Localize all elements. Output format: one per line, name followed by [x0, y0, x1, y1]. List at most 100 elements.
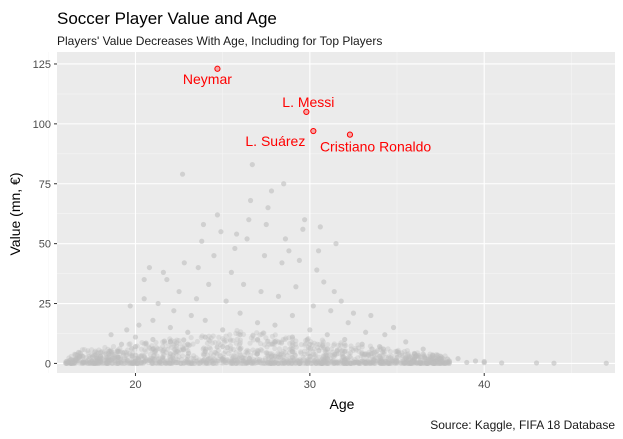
data-point	[276, 346, 283, 352]
data-point	[79, 359, 85, 365]
data-point	[233, 360, 240, 366]
data-point	[312, 359, 318, 365]
data-point	[371, 358, 377, 364]
data-point	[170, 355, 176, 361]
data-point	[68, 357, 74, 363]
data-point	[125, 360, 131, 366]
data-point	[218, 360, 225, 366]
data-point	[384, 360, 390, 366]
data-point	[233, 360, 239, 367]
data-point	[392, 359, 398, 366]
data-point	[92, 360, 98, 367]
data-point	[402, 351, 408, 358]
data-point	[418, 360, 424, 366]
data-point	[434, 356, 440, 362]
data-point	[160, 269, 166, 275]
data-point	[384, 358, 390, 365]
data-point	[371, 357, 377, 363]
data-point	[431, 360, 437, 367]
data-point	[410, 360, 416, 366]
data-point	[76, 354, 83, 360]
data-point	[417, 359, 424, 365]
data-point	[139, 360, 145, 366]
data-point	[339, 348, 345, 354]
data-point	[400, 358, 406, 364]
data-point	[158, 360, 164, 367]
data-point	[98, 349, 104, 355]
data-point	[185, 360, 191, 366]
data-point	[323, 360, 329, 367]
data-point	[134, 355, 140, 362]
data-point	[164, 276, 170, 283]
data-point	[368, 351, 374, 357]
data-point	[89, 360, 95, 366]
data-point	[412, 353, 418, 360]
y-axis-title: Value (mn, €)	[7, 173, 23, 256]
data-point	[234, 231, 240, 237]
data-point	[348, 346, 354, 352]
data-point	[305, 335, 311, 342]
data-point	[140, 360, 146, 366]
data-point	[320, 353, 327, 359]
data-point	[181, 337, 187, 343]
data-point	[430, 357, 436, 364]
data-point	[311, 351, 317, 357]
data-point	[112, 360, 119, 366]
data-point	[98, 360, 104, 366]
data-point	[430, 352, 436, 358]
data-point	[107, 360, 113, 366]
data-point	[402, 355, 409, 361]
data-point	[319, 360, 325, 366]
data-point	[321, 360, 328, 366]
data-point	[215, 356, 221, 362]
data-point	[344, 357, 351, 364]
data-point	[337, 360, 344, 367]
data-point	[421, 354, 428, 361]
data-point	[143, 358, 149, 364]
data-point	[436, 359, 442, 365]
data-point	[352, 359, 358, 365]
data-point	[337, 346, 343, 352]
data-point	[419, 360, 425, 366]
data-point	[334, 360, 340, 366]
data-point	[394, 354, 400, 361]
data-point	[380, 348, 386, 354]
data-point	[342, 357, 348, 363]
data-point	[114, 353, 120, 359]
data-point	[234, 358, 240, 364]
data-point	[313, 356, 319, 362]
data-point	[81, 360, 88, 366]
data-point	[206, 344, 212, 351]
data-point	[102, 356, 108, 362]
data-point	[331, 360, 337, 367]
data-point	[134, 360, 140, 366]
data-point	[229, 357, 235, 363]
data-point	[380, 349, 386, 355]
data-point	[315, 358, 321, 364]
data-point	[167, 354, 173, 360]
data-point	[214, 212, 221, 218]
data-point	[98, 358, 104, 365]
data-point	[435, 352, 441, 358]
data-point	[227, 332, 233, 338]
data-point	[107, 352, 113, 358]
data-point	[276, 354, 282, 360]
data-point	[374, 358, 381, 364]
data-point	[72, 351, 79, 358]
data-point	[403, 359, 409, 365]
data-point	[132, 360, 138, 366]
data-point	[257, 332, 263, 338]
data-point	[277, 359, 283, 365]
data-point	[115, 348, 121, 355]
data-point	[417, 354, 423, 360]
data-point	[77, 354, 83, 360]
data-point	[356, 360, 362, 366]
data-point	[271, 341, 277, 347]
data-point	[373, 349, 379, 355]
data-point	[431, 360, 438, 366]
data-point	[455, 356, 461, 362]
data-point	[374, 352, 381, 358]
data-point	[371, 354, 378, 360]
data-point	[254, 336, 261, 343]
